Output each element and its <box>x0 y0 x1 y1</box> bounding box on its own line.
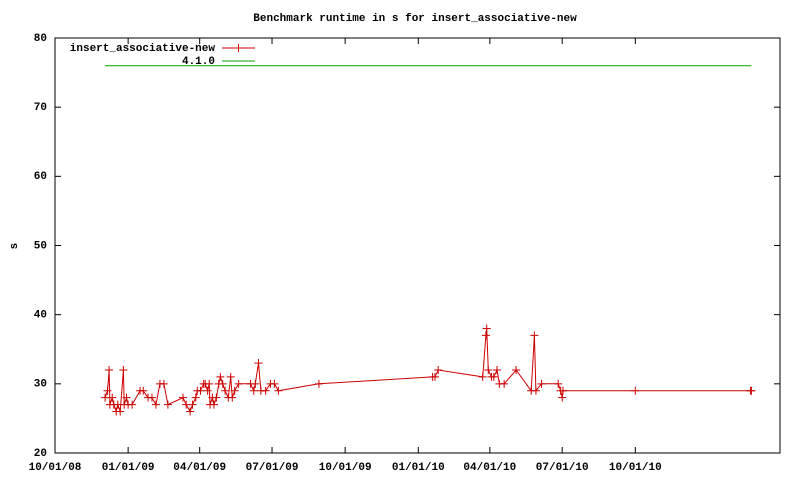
data-point <box>119 366 128 374</box>
legend-label: 4.1.0 <box>182 56 215 68</box>
data-point <box>188 400 197 409</box>
data-point <box>430 372 439 381</box>
data-point <box>128 400 137 409</box>
data-point <box>203 386 212 395</box>
data-point <box>478 372 487 381</box>
data-point <box>151 400 160 409</box>
y-axis-label: s <box>9 243 21 250</box>
x-tick-label: 07/01/09 <box>246 462 299 474</box>
data-point <box>314 379 323 388</box>
data-point <box>537 379 546 388</box>
x-tick-label: 04/01/10 <box>463 462 516 474</box>
data-point <box>196 386 205 395</box>
data-point <box>558 386 567 395</box>
data-point <box>191 393 200 402</box>
y-tick-label: 30 <box>34 379 47 391</box>
data-point <box>434 366 443 374</box>
y-tick-label: 50 <box>34 240 47 252</box>
x-tick-label: 07/01/10 <box>536 462 589 474</box>
data-point <box>212 393 221 402</box>
data-point <box>122 393 131 402</box>
data-point <box>500 379 509 388</box>
data-point <box>530 331 539 340</box>
y-tick-label: 70 <box>34 102 47 114</box>
data-point <box>254 359 263 368</box>
data-point <box>221 386 230 395</box>
x-tick-label: 10/01/09 <box>319 462 372 474</box>
data-point <box>226 372 235 381</box>
data-point <box>234 379 243 388</box>
data-point <box>108 393 117 402</box>
data-point <box>747 386 756 395</box>
data-point <box>631 386 640 395</box>
y-tick-label: 60 <box>34 171 47 183</box>
data-point <box>218 379 227 388</box>
data-point <box>101 393 110 402</box>
data-point <box>558 393 567 402</box>
data-point <box>228 393 237 402</box>
data-point <box>489 372 498 381</box>
x-tick-label: 10/01/10 <box>609 462 662 474</box>
data-point <box>482 324 491 333</box>
data-point <box>531 386 540 395</box>
data-point <box>116 407 125 416</box>
data-point <box>512 366 521 374</box>
data-point <box>251 379 260 388</box>
legend-marker <box>234 44 243 52</box>
data-point <box>261 386 270 395</box>
data-point <box>186 407 195 416</box>
data-point <box>209 400 218 409</box>
data-point <box>178 393 187 402</box>
data-point <box>205 379 214 388</box>
x-tick-label: 04/01/09 <box>173 462 226 474</box>
data-point <box>216 372 225 381</box>
legend-label: insert_associative-new <box>70 43 216 55</box>
chart-title: Benchmark runtime in s for insert_associ… <box>253 13 577 25</box>
data-point <box>139 386 148 395</box>
x-tick-label: 01/01/09 <box>102 462 155 474</box>
data-point <box>554 379 563 388</box>
data-point <box>147 393 156 402</box>
x-tick-label: 01/01/10 <box>392 462 445 474</box>
data-point <box>484 366 493 374</box>
y-tick-label: 80 <box>34 33 47 45</box>
y-tick-label: 40 <box>34 310 47 322</box>
y-tick-label: 20 <box>34 448 47 460</box>
data-point <box>103 386 112 395</box>
data-point <box>230 386 239 395</box>
data-point <box>163 400 172 409</box>
data-point <box>270 379 279 388</box>
data-point <box>481 331 490 340</box>
data-point <box>492 366 501 374</box>
data-point <box>274 386 283 395</box>
data-point <box>249 386 258 395</box>
x-tick-label: 10/01/08 <box>29 462 82 474</box>
data-point <box>105 366 114 374</box>
data-point <box>159 379 168 388</box>
